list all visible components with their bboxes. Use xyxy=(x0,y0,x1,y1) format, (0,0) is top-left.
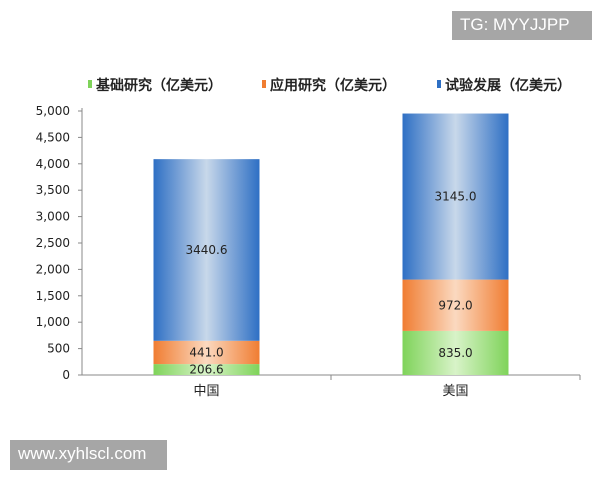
bars: 206.6 441.0 3440.6 835.0 972.0 3145.0 xyxy=(153,113,509,377)
y-tick-label: 0 xyxy=(62,368,70,382)
axes: 0 500 1,000 1,500 2,000 2,500 3,000 3,500 4,000 4… xyxy=(36,104,581,399)
y-tick-label: 4,000 xyxy=(36,157,70,171)
x-tick-label: 美国 xyxy=(442,384,468,399)
data-label: 206.6 xyxy=(189,363,223,377)
bar-segment xyxy=(402,113,509,280)
y-tick-label: 4,500 xyxy=(36,130,70,144)
data-label: 441.0 xyxy=(189,345,223,359)
x-tick-label: 中国 xyxy=(193,384,219,399)
data-label: 3145.0 xyxy=(435,190,477,204)
watermark-bottom: www.xyhlscl.com xyxy=(10,440,167,470)
legend-swatch xyxy=(262,80,266,88)
y-tick-label: 1,500 xyxy=(36,289,70,303)
bar-segment xyxy=(153,364,260,375)
bar-segment xyxy=(402,330,509,375)
legend-swatch xyxy=(88,80,92,88)
legend-swatch xyxy=(437,80,441,88)
y-tick-label: 1,000 xyxy=(36,315,70,329)
data-label: 972.0 xyxy=(438,298,472,312)
y-tick-label: 2,000 xyxy=(36,262,70,276)
bar-segment xyxy=(402,279,509,331)
legend-label: 基础研究（亿美元） xyxy=(96,77,222,94)
y-tick-label: 5,000 xyxy=(36,104,70,118)
bar-segment xyxy=(153,340,260,365)
y-tick-label: 500 xyxy=(47,342,70,356)
legend: 基础研究（亿美元） 应用研究（亿美元） 试验发展（亿美元） xyxy=(88,77,571,94)
y-tick-label: 3,500 xyxy=(36,183,70,197)
y-tick-label: 2,500 xyxy=(36,236,70,250)
legend-label: 应用研究（亿美元） xyxy=(270,77,396,94)
data-label: 3440.6 xyxy=(186,243,228,257)
bar-segment xyxy=(153,159,260,341)
watermark-top: TG: MYYJJPP xyxy=(452,11,592,40)
legend-label: 试验发展（亿美元） xyxy=(445,77,571,94)
data-label: 835.0 xyxy=(438,346,472,360)
y-tick-label: 3,000 xyxy=(36,210,70,224)
